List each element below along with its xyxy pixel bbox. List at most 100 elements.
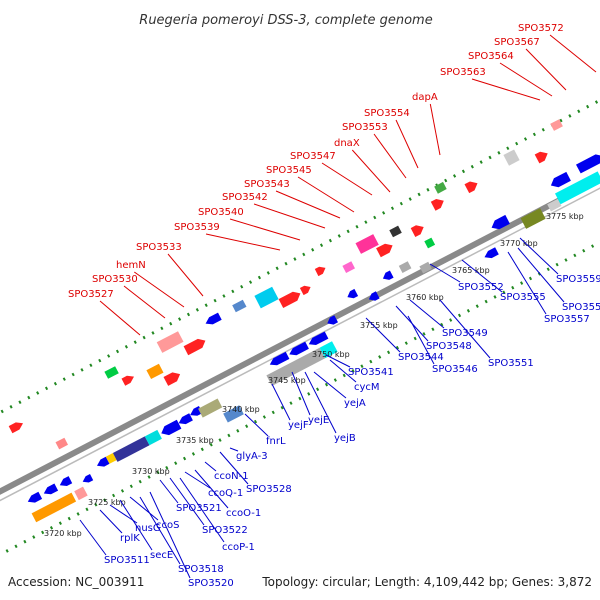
gene-features (8, 119, 600, 523)
forward-gene-label: dnaX (334, 138, 360, 149)
kbp-tick-label: 3730 kbp (132, 467, 170, 476)
gene-feature (144, 429, 162, 446)
genome-summary-text: Topology: circular; Length: 4,109,442 bp… (261, 575, 592, 589)
gene-feature (308, 331, 329, 345)
kbp-tick-label: 3720 kbp (44, 529, 82, 538)
forward-gene-leader (99, 300, 141, 336)
gene-feature (205, 312, 222, 325)
tick-dot-rows (0, 98, 600, 553)
reverse-gene-label: SPO3522 (202, 525, 248, 536)
reverse-gene-leader (395, 305, 429, 342)
reverse-gene-leader (219, 451, 249, 485)
forward-gene-leader (373, 133, 407, 179)
forward-gene-label: SPO3564 (468, 51, 514, 62)
reverse-gene-leader (79, 519, 107, 556)
reverse-gene-label: ccoN-1 (214, 471, 249, 482)
forward-gene-leader (123, 285, 166, 319)
forward-gene-label: SPO3543 (244, 179, 290, 190)
reverse-gene-label: SPO3520 (188, 578, 234, 589)
gene-feature (121, 375, 134, 386)
forward-gene-label: SPO3563 (440, 67, 486, 78)
reverse-gene-leader (329, 359, 357, 383)
gene-feature (299, 285, 311, 296)
forward-gene-label: SPO3572 (518, 23, 564, 34)
reverse-gene-label: yejA (344, 398, 366, 409)
gene-feature (355, 234, 379, 254)
forward-gene-leader (429, 103, 441, 156)
gene-feature (59, 476, 73, 486)
reverse-gene-label: secE (150, 550, 173, 561)
reverse-gene-leader (169, 477, 205, 526)
gene-feature (555, 171, 600, 205)
forward-gene-leader (297, 176, 355, 213)
reverse-gene-label: SPO3546 (432, 364, 478, 375)
gene-feature (503, 149, 520, 166)
reverse-gene-leader (313, 371, 347, 399)
kbp-tick-label: 3765 kbp (452, 266, 490, 275)
gene-feature (410, 225, 424, 237)
forward-gene-leader (499, 62, 553, 97)
gene-feature (105, 453, 117, 464)
gene-feature (112, 436, 150, 462)
gene-feature (327, 315, 338, 325)
reverse-gene-label: yejB (334, 433, 356, 444)
kbp-tick-label: 3735 kbp (176, 436, 214, 445)
forward-gene-label: SPO3530 (92, 274, 138, 285)
backbone-edge (0, 187, 600, 502)
forward-gene-leader (471, 78, 541, 101)
forward-gene-label: hemN (116, 260, 146, 271)
kbp-tick-label: 3750 kbp (312, 350, 350, 359)
kbp-ticks: 3720 kbp 3725 kbp 3730 kbp 3735 kbp 3740 kbp… (44, 212, 584, 538)
gene-feature (8, 422, 23, 434)
reverse-gene-leader (204, 461, 217, 472)
reverse-gene-leader (229, 447, 239, 452)
gene-feature (82, 474, 94, 483)
reverse-gene-leader (194, 469, 229, 509)
gene-feature (146, 363, 164, 379)
reverse-gene-label: SPO3551 (488, 358, 534, 369)
gene-feature (430, 199, 444, 211)
gene-feature (424, 237, 436, 249)
gene-feature (55, 437, 68, 450)
reverse-gene-label: SPO3557 (544, 314, 590, 325)
kbp-tick-label: 3740 kbp (222, 405, 260, 414)
forward-gene-leader (275, 190, 341, 219)
gene-feature (314, 266, 326, 277)
genome-backbone (0, 175, 600, 502)
reverse-gene-leader (179, 477, 225, 543)
kbp-tick-label: 3745 kbp (268, 376, 306, 385)
forward-gene-leader (525, 48, 567, 91)
forward-gene-leader (351, 149, 391, 193)
reverse-gene-leader (439, 299, 491, 359)
forward-gene-leader (205, 233, 281, 251)
kbp-tick-label: 3725 kbp (88, 498, 126, 507)
forward-gene-label: SPO3545 (266, 165, 312, 176)
forward-gene-label: SPO3540 (198, 207, 244, 218)
gene-feature (347, 288, 359, 299)
gene-feature (43, 483, 59, 495)
gene-feature (266, 347, 326, 386)
reverse-gene-leader (271, 383, 291, 421)
gene-labels: SPO3527 SPO3530 hemN SPO3533 SPO3539 SPO3540 S… (68, 23, 600, 589)
forward-gene-leader (395, 119, 419, 169)
reverse-gene-label: SPO3511 (104, 555, 150, 566)
gene-feature (31, 492, 77, 523)
forward-gene-leader (549, 34, 597, 73)
gene-feature (398, 261, 412, 273)
kbp-tick-label: 3770 kbp (500, 239, 538, 248)
forward-gene-label: SPO3539 (174, 222, 220, 233)
gene-feature (97, 456, 110, 467)
reverse-gene-label: fnrL (266, 436, 286, 447)
backbone-line (0, 175, 600, 495)
gene-feature (183, 338, 206, 356)
reverse-gene-label: SPO3548 (426, 341, 472, 352)
reverse-gene-label: SPO3518 (178, 564, 224, 575)
gene-feature (576, 154, 600, 174)
reverse-gene-leader (409, 299, 445, 329)
forward-gene-label: SPO3542 (222, 192, 268, 203)
forward-gene-label: SPO3567 (494, 37, 540, 48)
reverse-gene-leader (517, 247, 565, 303)
gene-feature (278, 291, 301, 308)
reverse-gene-label: glyA-3 (236, 451, 268, 462)
reverse-gene-leader (304, 371, 337, 434)
